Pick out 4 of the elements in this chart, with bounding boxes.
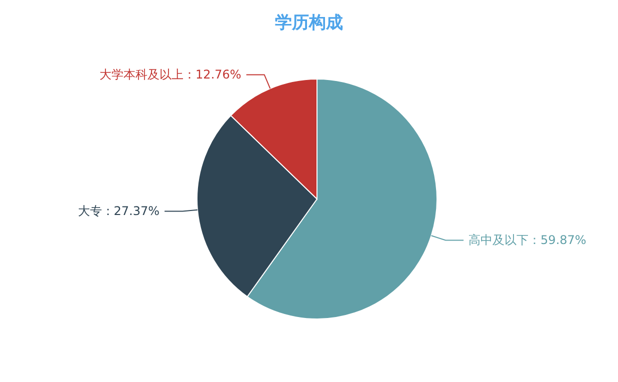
chart-title: 学历构成 xyxy=(275,13,343,33)
slice-label: 大专：27.37% xyxy=(78,204,160,218)
slice-label: 大学本科及以上：12.76% xyxy=(100,68,242,82)
slice-label: 高中及以下：59.87% xyxy=(468,233,586,248)
